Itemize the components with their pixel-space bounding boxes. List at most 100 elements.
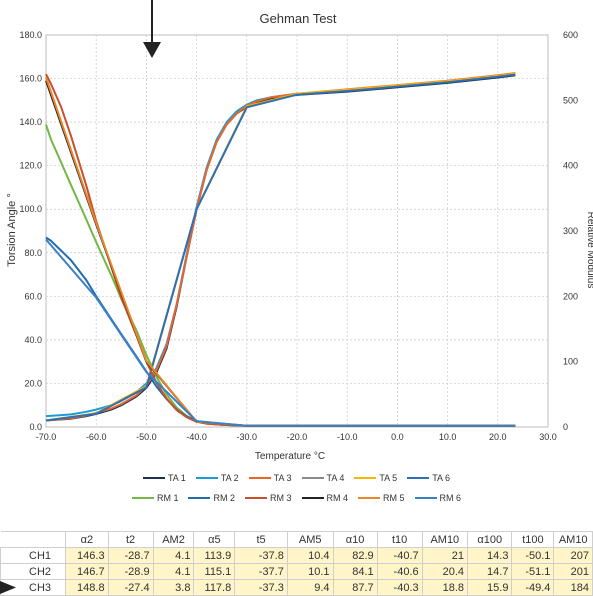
results-table: α2 t2 AM2 α5 t5 AM5 α10 t10 AM10 α100 t100 AM10 CH1… <box>0 531 593 596</box>
y2-tick-label: 200 <box>563 291 578 301</box>
table-row: CH2 146.7 -28.9 4.1 115.1 -37.7 10.1 84.1 -40.6 2… <box>0 563 593 580</box>
y2-tick-label: 500 <box>563 95 578 105</box>
table-header-cell: α100 <box>467 531 513 548</box>
x-tick-label: 30.0 <box>539 432 557 442</box>
y-tick-label: 80.0 <box>24 248 42 258</box>
table-cell: 117.8 <box>193 579 236 596</box>
series-line-ta-6 <box>45 73 516 422</box>
legend-item: TA 5 <box>354 473 397 483</box>
legend-item: TA 3 <box>248 473 292 483</box>
legend-label: RM 2 <box>213 493 235 503</box>
legend-label: RM 1 <box>156 493 179 503</box>
table-cell: -40.3 <box>376 579 423 596</box>
table-cell: 148.8 <box>65 579 109 596</box>
table-header-cell: t10 <box>376 531 423 548</box>
legend-label: TA 1 <box>167 473 186 483</box>
table-cell: -37.7 <box>234 563 288 580</box>
table-header-cell: AM5 <box>286 531 334 548</box>
table-cell: 184 <box>553 579 593 596</box>
row-label: CH3 <box>0 579 67 596</box>
legend-label: TA 5 <box>379 473 398 483</box>
row-label: CH2 <box>0 563 67 580</box>
table-corner <box>0 531 67 548</box>
right-arrow-icon <box>0 581 16 594</box>
table-cell: 84.1 <box>332 563 378 580</box>
legend-label: TA 3 <box>273 473 292 483</box>
table-cell: -40.7 <box>376 547 423 564</box>
table-cell: 115.1 <box>193 563 236 580</box>
table-cell: 9.4 <box>286 579 334 596</box>
table-cell: -28.9 <box>107 563 154 580</box>
table-cell: 14.7 <box>467 563 513 580</box>
x-tick-label: -40.0 <box>186 432 207 442</box>
x-tick-label: -50.0 <box>136 432 157 442</box>
legend-item: TA 2 <box>195 473 239 483</box>
y2-axis-label: Relative Modulus <box>585 212 593 289</box>
legend-label: TA 2 <box>220 473 239 483</box>
axes: 0.0 20.0 40.0 60.0 80.0 100.0 120.0 140.0 160.0 1… <box>19 30 578 442</box>
x-tick-label: -20.0 <box>287 432 308 442</box>
table-cell: 82.9 <box>332 547 378 564</box>
y2-tick-label: 400 <box>563 161 578 171</box>
legend-label: RM 6 <box>439 493 462 503</box>
y2-tick-label: 100 <box>563 357 578 367</box>
legend-swatch <box>131 497 154 499</box>
table-cell: 87.7 <box>332 579 378 596</box>
table-cell: 4.1 <box>152 547 195 564</box>
table-header-cell: α2 <box>65 531 109 548</box>
legend-item: RM 3 <box>244 493 292 503</box>
table-header-cell: t2 <box>107 531 154 548</box>
legend-label: RM 5 <box>383 493 405 503</box>
table-cell: 207 <box>553 547 593 564</box>
series-lines <box>45 72 516 427</box>
table-cell: -51.1 <box>511 563 555 580</box>
legend-label: RM 3 <box>269 493 292 503</box>
table-cell: -37.3 <box>234 579 288 596</box>
table-cell: 18.8 <box>421 579 469 596</box>
y-tick-label: 60.0 <box>24 291 42 301</box>
table-cell: 20.4 <box>421 563 469 580</box>
x-axis-label: Temperature °C <box>255 451 325 462</box>
legend-item: RM 1 <box>131 493 179 503</box>
table-header-cell: AM2 <box>152 531 195 548</box>
table-cell: 113.9 <box>193 547 236 564</box>
legend-swatch <box>142 477 165 479</box>
gridlines <box>45 34 549 428</box>
table-cell: 15.9 <box>467 579 513 596</box>
y2-tick-label: 600 <box>563 30 578 40</box>
table-cell: 3.8 <box>152 579 195 596</box>
x-tick-label: 20.0 <box>489 432 507 442</box>
table-cell: 4.1 <box>152 563 195 580</box>
legend-item: RM 4 <box>301 493 349 503</box>
row-label: CH1 <box>0 547 67 564</box>
legend-label: RM 4 <box>326 493 349 503</box>
legend-swatch <box>301 497 324 499</box>
y-tick-label: 140.0 <box>19 117 42 127</box>
table-header-row: α2 t2 AM2 α5 t5 AM5 α10 t10 AM10 α100 t100 AM10 <box>0 531 593 548</box>
table-header-cell: t100 <box>511 531 555 548</box>
x-tick-label: 0.0 <box>391 432 404 442</box>
legend-swatch <box>414 497 437 499</box>
legend-row-ta: TA 1 TA 2 TA 3 TA 4 TA 5 TA 6 <box>0 473 593 483</box>
y-axis-label: Torsion Angle ° <box>6 193 18 267</box>
x-tick-label: -30.0 <box>237 432 258 442</box>
y-tick-label: 120.0 <box>19 161 42 171</box>
y-tick-label: 40.0 <box>24 335 42 345</box>
table-cell: 14.3 <box>467 547 513 564</box>
y2-tick-label: 300 <box>563 226 578 236</box>
table-cell: -37.8 <box>234 547 288 564</box>
y-tick-label: 160.0 <box>19 74 42 84</box>
legend-item: RM 2 <box>188 493 235 503</box>
table-cell: 10.1 <box>286 563 334 580</box>
table-cell: -49.4 <box>511 579 555 596</box>
table-cell: -40.6 <box>376 563 423 580</box>
table-row: CH3 148.8 -27.4 3.8 117.8 -37.3 9.4 87.7 -40.3 18… <box>0 579 593 596</box>
y-tick-label: 0.0 <box>29 422 42 432</box>
down-arrow-icon <box>143 0 161 58</box>
table-cell: -50.1 <box>511 547 555 564</box>
legend-swatch <box>358 497 381 499</box>
chart-title: Gehman Test <box>259 11 336 26</box>
y-tick-label: 180.0 <box>19 30 42 40</box>
legend-item: TA 1 <box>142 473 186 483</box>
table-header-cell: AM10 <box>421 531 469 548</box>
